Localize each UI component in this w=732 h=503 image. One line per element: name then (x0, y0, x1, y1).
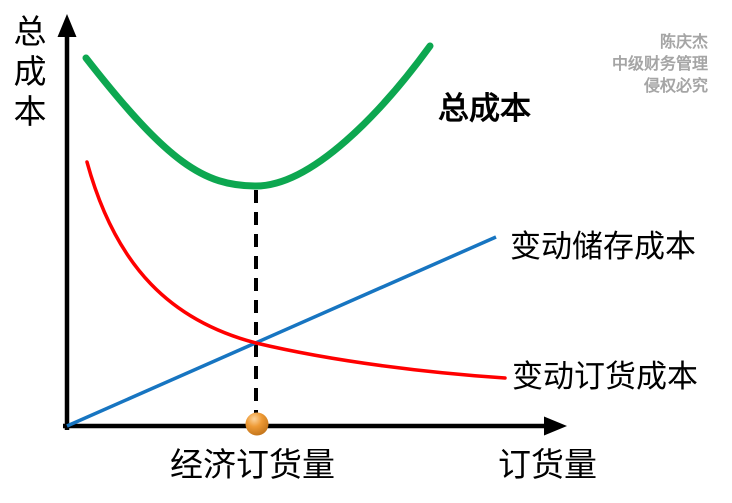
x-axis-title: 订货量 (498, 446, 597, 483)
x-axis-arrow-icon (544, 416, 567, 436)
total-cost-curve (82, 42, 434, 190)
watermark-notice: 侵权必究 (643, 78, 708, 95)
y-axis-title: 总成本 (9, 14, 46, 134)
eoq-axis-label: 经济订货量 (170, 446, 335, 483)
ordering-cost-label: 变动订货成本 (512, 359, 698, 394)
storage-cost-label: 变动储存成本 (510, 229, 696, 264)
watermark: 陈庆杰 中级财务管理 侵权必究 (612, 32, 708, 98)
watermark-course: 中级财务管理 (611, 56, 708, 73)
watermark-author: 陈庆杰 (659, 34, 708, 51)
eoq-marker (245, 412, 269, 436)
ordering-cost-curve (85, 160, 507, 380)
total-cost-label: 总成本 (438, 91, 531, 126)
y-axis-arrow-icon (57, 14, 77, 37)
storage-cost-line (66, 235, 497, 428)
